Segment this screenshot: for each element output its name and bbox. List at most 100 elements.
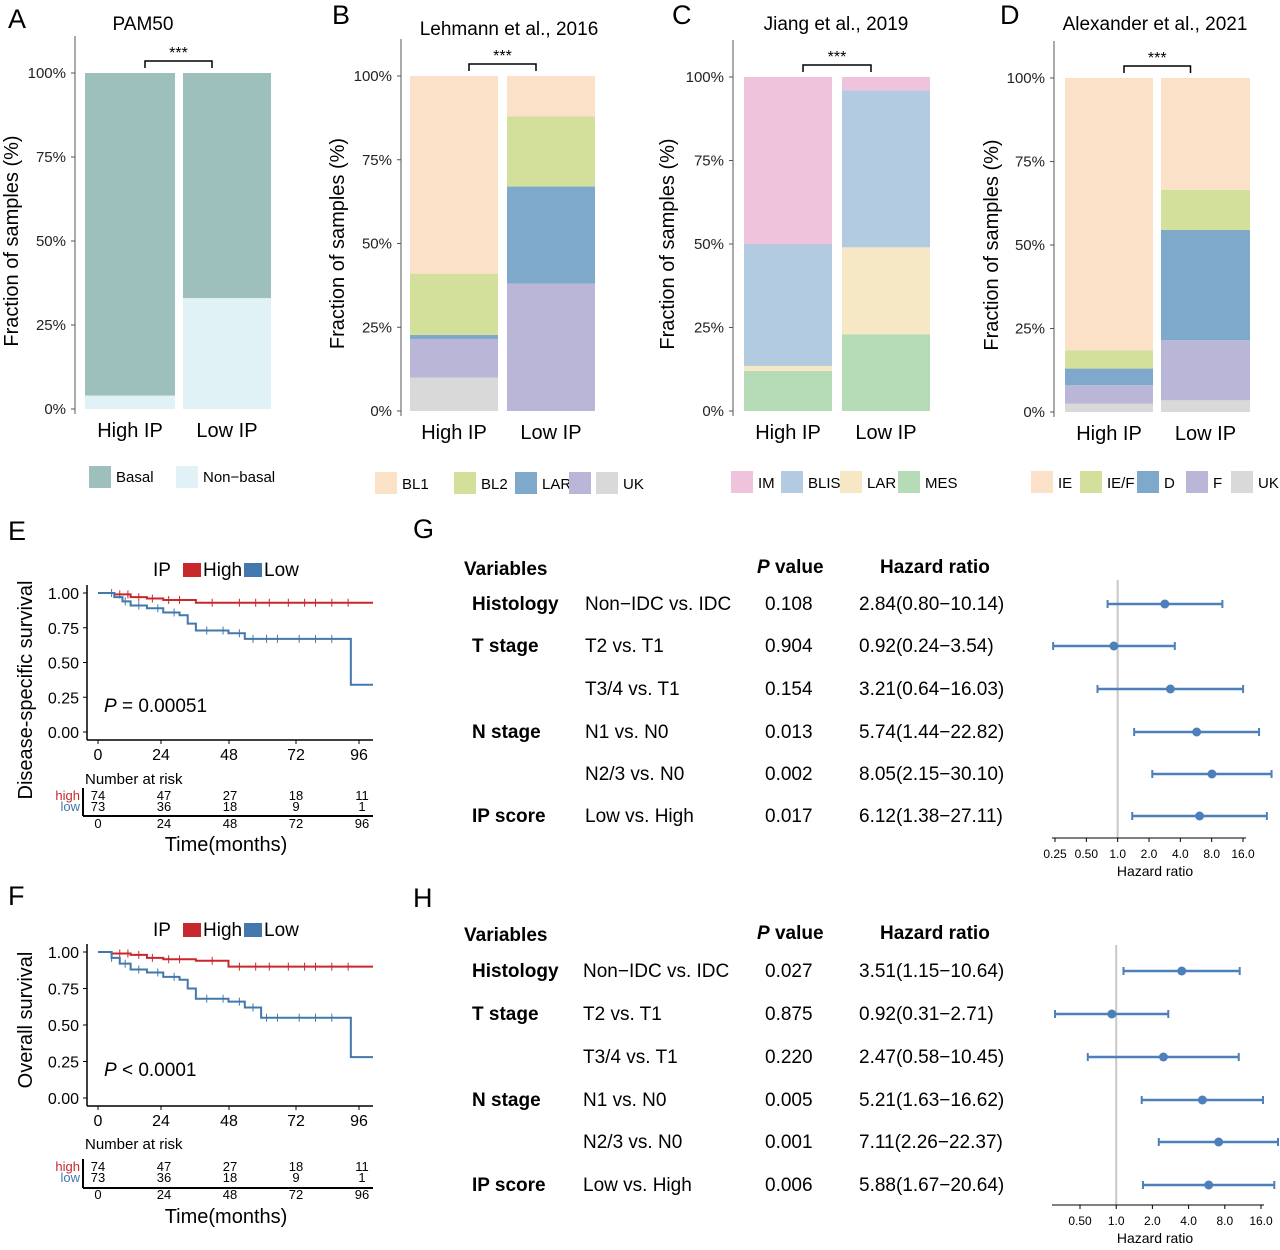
y-axis-label: Fraction of samples (%) [1, 135, 23, 346]
hazard-ratio-text: 0.92(0.31−2.71) [859, 1004, 994, 1025]
y-tick-label: 75% [1015, 154, 1045, 171]
x-tick-label: Low IP [1175, 423, 1236, 445]
y-tick-label: 25% [694, 320, 724, 337]
risk-x-label: 0 [94, 816, 101, 831]
p-value-text: < 0.0001 [117, 1060, 197, 1081]
y-tick-label: 75% [36, 149, 66, 166]
y-tick-label: 25% [362, 319, 392, 336]
risk-value-low: 1 [358, 1170, 365, 1185]
hr-point [1192, 727, 1202, 737]
legend-label: BL2 [481, 476, 508, 493]
hr-point [1107, 1009, 1117, 1019]
legend-label: IE/F [1107, 475, 1135, 492]
legend-label: High [203, 920, 242, 941]
bar-segment-uka [1161, 400, 1250, 412]
risk-x-label: 72 [289, 816, 303, 831]
hazard-ratio-text: 5.21(1.63−16.62) [859, 1090, 1004, 1111]
legend-label: BLIS [808, 475, 841, 492]
y-tick-label: 1.00 [48, 945, 79, 962]
x-tick-label: High IP [421, 422, 487, 444]
chart-title: Lehmann et al., 2016 [420, 19, 599, 40]
y-tick-label: 100% [28, 65, 66, 82]
hr-point [1109, 641, 1119, 651]
legend-swatch [1031, 471, 1053, 493]
panel-label: B [332, 0, 350, 30]
risk-x-label: 0 [94, 1187, 101, 1202]
panel-label: D [1000, 0, 1020, 30]
x-tick-label: 24 [152, 747, 170, 764]
panel-label: H [413, 883, 433, 913]
hr-point [1177, 966, 1187, 976]
y-tick-label: 100% [1007, 70, 1045, 87]
hazard-ratio-text: 2.47(0.58−10.45) [859, 1047, 1004, 1068]
bar-segment-m [410, 338, 498, 378]
variable-name: T stage [472, 636, 539, 657]
x-tick-label: Low IP [196, 420, 257, 442]
x-tick-label: 48 [220, 747, 238, 764]
legend-title: IP [153, 560, 171, 581]
variable-name: N stage [472, 1090, 541, 1111]
p-value: 0.220 [765, 1047, 813, 1068]
hr-point [1207, 769, 1217, 779]
y-tick-label: 0% [702, 403, 724, 420]
risk-x-label: 24 [157, 1187, 171, 1202]
legend-label: Non−basal [203, 469, 275, 486]
bar-panel-C: C Jiang et al., 2019 High IP Low IP 0% 25% 50%… [657, 0, 958, 493]
chart-title: Jiang et al., 2019 [764, 14, 909, 35]
p-value: 0.017 [765, 806, 813, 827]
x-tick-label: 72 [287, 1113, 305, 1130]
variable-name: N stage [472, 722, 541, 743]
comparison-label: N1 vs. N0 [583, 1090, 666, 1111]
legend-swatch [569, 472, 591, 494]
risk-value-low: 1 [358, 799, 365, 814]
column-header-variables: Variables [464, 925, 547, 946]
significance-bracket [802, 64, 872, 72]
legend-swatch-high [183, 923, 201, 937]
x-axis-label: Time(months) [165, 1206, 288, 1228]
comparison-label: Non−IDC vs. IDC [583, 961, 729, 982]
chart-title: Alexander et al., 2021 [1063, 14, 1248, 35]
legend-swatch [840, 471, 862, 493]
risk-value-high: 47 [157, 1159, 171, 1174]
x-tick-label: 0.50 [1068, 1214, 1092, 1228]
bar-segment-im [842, 77, 930, 91]
hazard-ratio-text: 8.05(2.15−30.10) [859, 764, 1004, 785]
legend-label: LAR [542, 476, 571, 493]
p-value-label: P < 0.0001 [104, 1060, 196, 1081]
x-tick-label: 0 [94, 1113, 103, 1130]
risk-label-high: high [55, 788, 80, 803]
variable-name: Histology [472, 594, 559, 615]
column-header-hr: Hazard ratio [880, 557, 990, 578]
p-suffix: value [770, 557, 824, 578]
bar-panel-B: B Lehmann et al., 2016 High IP Low IP 0% 25% 5… [327, 0, 644, 494]
y-axis-label: Fraction of samples (%) [981, 139, 1003, 350]
legend-label: F [1213, 475, 1222, 492]
legend-title: IP [153, 920, 171, 941]
bar-segment-uk [410, 377, 498, 411]
bar-segment-ief [1065, 350, 1153, 369]
legend-label: IM [758, 475, 775, 492]
x-tick-label: 72 [287, 747, 305, 764]
significance-label: *** [1148, 50, 1167, 67]
y-axis-label: Overall survival [15, 952, 37, 1089]
bar-segment-ie [1065, 78, 1153, 351]
legend-swatch-low [244, 563, 262, 577]
x-tick-label: 48 [220, 1113, 238, 1130]
x-tick-label: 1.0 [1108, 1214, 1125, 1228]
bar-segment-bl1 [507, 76, 595, 117]
hazard-ratio-text: 0.92(0.24−3.54) [859, 636, 994, 657]
legend-swatch [1231, 471, 1253, 493]
column-header-p: P value [757, 923, 824, 944]
bar-segment-larj [744, 365, 832, 371]
bar-segment-d [1065, 368, 1153, 386]
legend-swatch [176, 466, 198, 488]
risk-label-low: low [60, 799, 80, 814]
y-tick-label: 0.00 [48, 1091, 79, 1108]
risk-value-low: 18 [223, 1170, 237, 1185]
hr-point [1158, 1052, 1168, 1062]
bar-segment-basal [85, 73, 175, 396]
x-tick-label: 4.0 [1180, 1214, 1197, 1228]
p-symbol: P [757, 923, 770, 944]
bar-segment-mes [842, 334, 930, 411]
p-value-symbol: P [104, 1060, 117, 1081]
